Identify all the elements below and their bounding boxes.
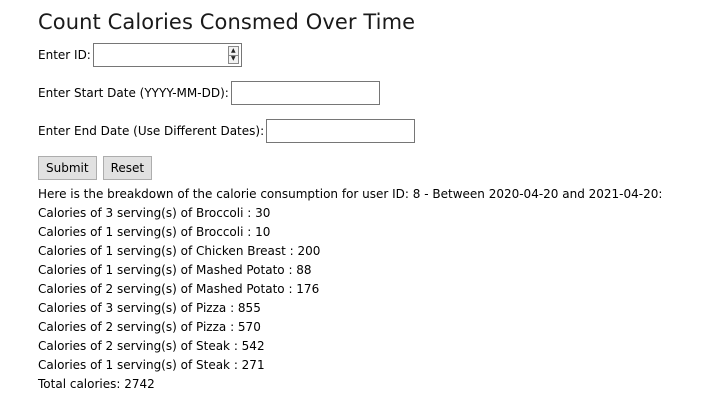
result-line: Calories of 2 serving(s) of Mashed Potat… [38, 282, 320, 296]
reset-button[interactable]: Reset [102, 156, 153, 180]
result-line: Calories of 1 serving(s) of Mashed Potat… [38, 263, 312, 277]
result-line: Calories of 3 serving(s) of Pizza : 855 [38, 301, 261, 315]
result-line: Calories of 3 serving(s) of Broccoli : 3… [38, 206, 271, 220]
id-spinner: ▲ ▼ [227, 46, 239, 64]
results-section: Here is the breakdown of the calorie con… [38, 185, 720, 394]
start-date-input[interactable] [230, 81, 380, 105]
increment-arrow-icon[interactable]: ▲ [228, 47, 238, 56]
result-line: Calories of 1 serving(s) of Broccoli : 1… [38, 225, 271, 239]
result-line: Calories of 1 serving(s) of Chicken Brea… [38, 244, 321, 258]
start-date-label: Enter Start Date (YYYY-MM-DD): [38, 85, 229, 100]
end-date-input[interactable] [266, 119, 416, 143]
total-calories: Total calories: 2742 [38, 377, 155, 391]
page-title: Count Calories Consmed Over Time [38, 10, 416, 34]
results-summary: Here is the breakdown of the calorie con… [38, 187, 663, 201]
result-line: Calories of 2 serving(s) of Steak : 542 [38, 339, 265, 353]
start-date-row: Enter Start Date (YYYY-MM-DD): [38, 80, 720, 106]
result-line: Calories of 2 serving(s) of Pizza : 570 [38, 320, 261, 334]
id-label: Enter ID: [38, 47, 91, 62]
decrement-arrow-icon[interactable]: ▼ [231, 55, 236, 63]
submit-button[interactable]: Submit [38, 156, 97, 180]
form-buttons: Submit Reset [38, 156, 720, 180]
id-row: Enter ID: ▲ ▼ [38, 42, 720, 68]
id-number-input[interactable] [92, 43, 242, 67]
end-date-row: Enter End Date (Use Different Dates): [38, 118, 720, 144]
end-date-label: Enter End Date (Use Different Dates): [38, 123, 265, 138]
id-field-wrapper: ▲ ▼ [92, 43, 242, 67]
result-line: Calories of 1 serving(s) of Steak : 271 [38, 358, 265, 372]
